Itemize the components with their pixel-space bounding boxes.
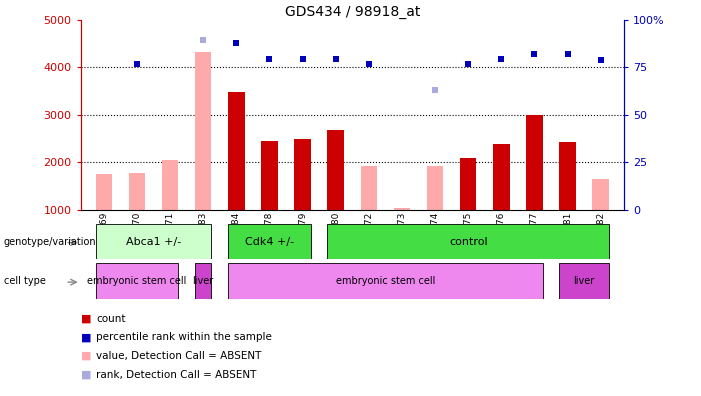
- Bar: [460, 158, 477, 210]
- Bar: [195, 263, 212, 299]
- Bar: [327, 130, 344, 210]
- Text: embryonic stem cell: embryonic stem cell: [87, 276, 186, 286]
- Bar: [261, 141, 278, 210]
- Bar: [327, 224, 609, 259]
- Bar: [95, 174, 112, 210]
- Bar: [592, 179, 609, 210]
- Bar: [294, 139, 311, 210]
- Bar: [228, 92, 245, 210]
- Text: embryonic stem cell: embryonic stem cell: [336, 276, 435, 286]
- Bar: [95, 224, 212, 259]
- Text: ■: ■: [81, 314, 91, 324]
- Bar: [162, 160, 178, 210]
- Bar: [195, 52, 212, 210]
- Bar: [427, 166, 443, 210]
- Bar: [129, 173, 145, 210]
- Text: rank, Detection Call = ABSENT: rank, Detection Call = ABSENT: [96, 369, 257, 380]
- Text: liver: liver: [573, 276, 594, 286]
- Text: control: control: [449, 236, 487, 247]
- Bar: [95, 263, 178, 299]
- Bar: [559, 263, 609, 299]
- Bar: [228, 263, 543, 299]
- Bar: [493, 144, 510, 210]
- Text: ■: ■: [81, 351, 91, 361]
- Text: Cdk4 +/-: Cdk4 +/-: [245, 236, 294, 247]
- Bar: [228, 224, 311, 259]
- Text: Abca1 +/-: Abca1 +/-: [126, 236, 181, 247]
- Bar: [360, 166, 377, 210]
- Text: count: count: [96, 314, 125, 324]
- Text: ■: ■: [81, 332, 91, 343]
- Text: liver: liver: [193, 276, 214, 286]
- Text: ■: ■: [81, 369, 91, 380]
- Bar: [559, 142, 576, 210]
- Bar: [526, 115, 543, 210]
- Bar: [394, 208, 410, 210]
- Text: cell type: cell type: [4, 276, 46, 286]
- Title: GDS434 / 98918_at: GDS434 / 98918_at: [285, 5, 420, 19]
- Text: value, Detection Call = ABSENT: value, Detection Call = ABSENT: [96, 351, 261, 361]
- Text: percentile rank within the sample: percentile rank within the sample: [96, 332, 272, 343]
- Text: genotype/variation: genotype/variation: [4, 236, 96, 247]
